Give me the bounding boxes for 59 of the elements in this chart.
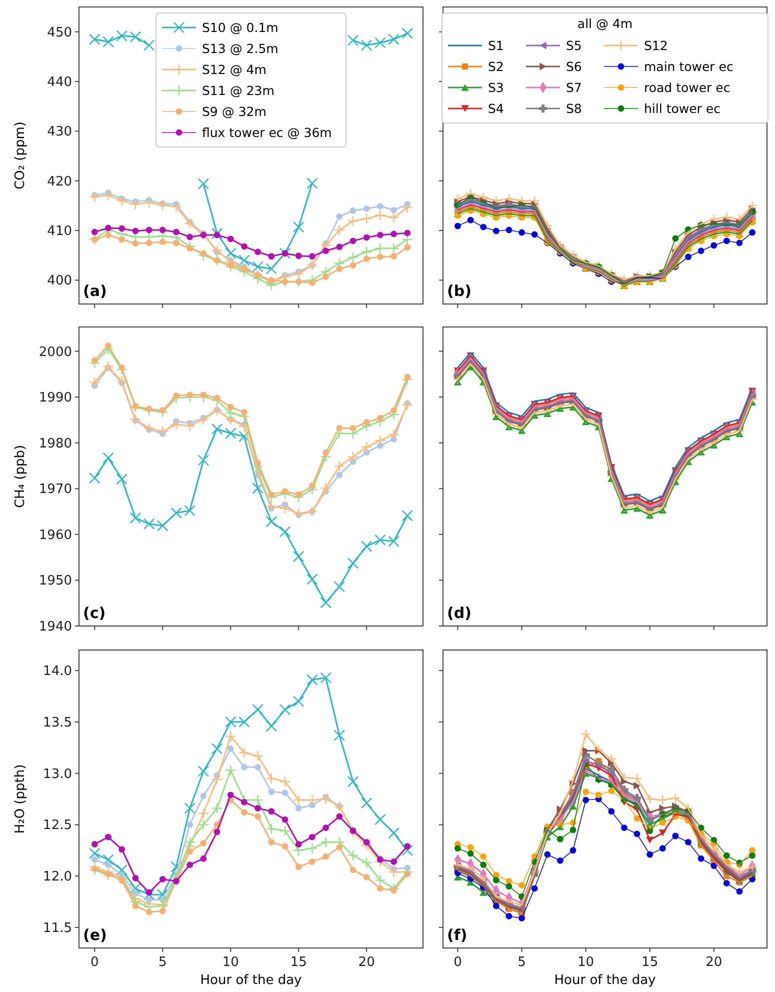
y-tick-label: 1990 [38, 390, 72, 406]
y-tick-label: 13.5 [43, 715, 72, 730]
legend-label: S11 @ 23m [202, 83, 274, 98]
x-axis-title: Hour of the day [200, 973, 302, 988]
legend-label: flux tower ec @ 36m [202, 125, 332, 140]
y-tick-label: 440 [47, 75, 72, 90]
annotation: (f) [447, 926, 468, 944]
y-tick-label: 14.0 [43, 664, 72, 680]
x-axis-title: Hour of the day [554, 973, 656, 988]
legend-label: S8 [566, 101, 582, 116]
annotation: (e) [83, 926, 107, 944]
x-tick-label: 10 [222, 955, 239, 970]
legend-label: road tower ec [644, 80, 730, 95]
legend-label: S13 @ 2.5m [202, 41, 278, 56]
legend-label: S2 [488, 59, 504, 74]
y-tick-label: 11.5 [43, 920, 72, 936]
y-tick-label: 1950 [38, 574, 72, 589]
y-tick-label: 1940 [38, 620, 72, 634]
legend-label: S7 [566, 80, 582, 95]
legend-label: S5 [566, 38, 582, 53]
y-tick-label: 450 [47, 25, 72, 40]
legend-label: main tower ec [644, 59, 734, 74]
y-axis-title: H₂O (ppth) [13, 764, 28, 834]
legend-label: S6 [566, 59, 582, 74]
annotation: (c) [83, 604, 106, 622]
annotation: (b) [447, 282, 472, 300]
x-tick-label: 0 [454, 955, 462, 970]
x-tick-label: 5 [518, 955, 526, 970]
y-axis-title: CH₄ (ppb) [13, 444, 28, 508]
y-tick-label: 13.0 [43, 766, 72, 782]
y-tick-label: 410 [47, 224, 72, 239]
y-tick-label: 420 [47, 174, 72, 190]
x-tick-label: 15 [290, 955, 307, 970]
annotation: (a) [83, 282, 107, 300]
y-tick-label: 1970 [38, 482, 72, 498]
x-tick-label: 20 [706, 955, 722, 970]
legend-label: S9 @ 32m [202, 104, 266, 119]
x-tick-label: 20 [358, 955, 375, 970]
y-tick-label: 12.5 [43, 818, 72, 834]
legend-label: S12 @ 4m [202, 62, 266, 77]
legend-title: all @ 4m [577, 16, 633, 31]
x-tick-label: 0 [90, 955, 99, 970]
y-tick-label: 430 [47, 124, 72, 140]
x-tick-label: 5 [158, 955, 167, 970]
legend-label: S10 @ 0.1m [202, 20, 278, 35]
annotation: (d) [447, 604, 472, 622]
y-axis-title: CO₂ (ppm) [13, 122, 28, 190]
y-tick-label: 12.0 [43, 870, 72, 885]
legend-label: S12 [644, 38, 668, 53]
y-tick-label: 400 [47, 274, 72, 289]
legend-label: hill tower ec [644, 101, 721, 116]
x-tick-label: 10 [578, 955, 594, 970]
y-tick-label: 1980 [38, 436, 72, 452]
legend-label: S3 [488, 80, 504, 95]
legend-label: S1 [488, 38, 504, 53]
y-tick-label: 1960 [38, 528, 72, 543]
y-tick-label: 2000 [38, 344, 72, 360]
legend-label: S4 [488, 101, 504, 116]
x-tick-label: 15 [642, 955, 658, 970]
